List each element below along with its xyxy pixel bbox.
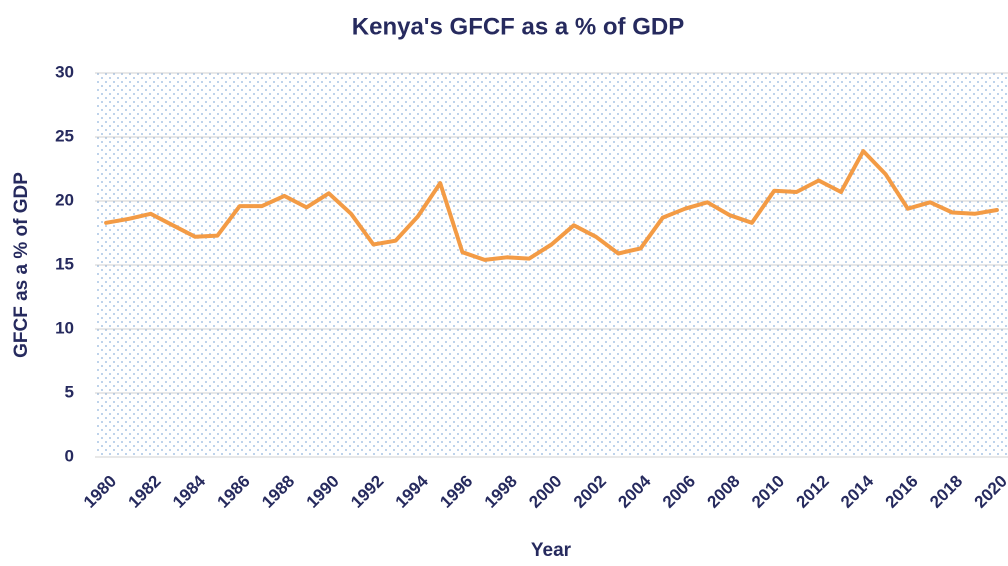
x-tick-label: 1998 <box>481 472 521 512</box>
x-tick-label: 2000 <box>525 472 565 512</box>
x-tick-label: 1988 <box>258 472 298 512</box>
x-tick-label: 2020 <box>971 472 1008 512</box>
y-tick-label: 0 <box>65 446 74 465</box>
y-tick-label: 30 <box>55 62 74 81</box>
y-tick-label: 10 <box>55 318 74 337</box>
x-tick-label: 2018 <box>926 472 966 512</box>
x-tick-label: 1980 <box>80 472 120 512</box>
x-tick-label: 1986 <box>214 472 254 512</box>
y-tick-label: 20 <box>55 190 74 209</box>
x-tick-label: 2012 <box>793 472 833 512</box>
x-tick-label: 1996 <box>436 472 476 512</box>
x-tick-label: 2006 <box>659 472 699 512</box>
x-tick-label: 1990 <box>303 472 343 512</box>
x-axis-label: Year <box>531 540 572 561</box>
chart-title: Kenya's GFCF as a % of GDP <box>352 13 684 40</box>
x-tick-label: 2008 <box>703 472 743 512</box>
y-tick-label: 15 <box>55 254 74 273</box>
x-tick-label: 1984 <box>169 471 210 512</box>
x-tick-label: 2010 <box>748 472 788 512</box>
y-axis-label: GFCF as a % of GDP <box>11 172 32 358</box>
x-tick-label: 2016 <box>882 472 922 512</box>
x-tick-label: 2002 <box>570 472 610 512</box>
y-tick-label: 5 <box>65 382 74 401</box>
x-tick-label: 2014 <box>837 471 878 512</box>
x-tick-label: 1992 <box>347 472 387 512</box>
x-tick-label: 1994 <box>392 471 433 512</box>
x-tick-label: 1982 <box>124 472 164 512</box>
x-tick-label: 2004 <box>614 471 655 512</box>
line <box>104 149 999 262</box>
y-tick-label: 25 <box>55 126 74 145</box>
